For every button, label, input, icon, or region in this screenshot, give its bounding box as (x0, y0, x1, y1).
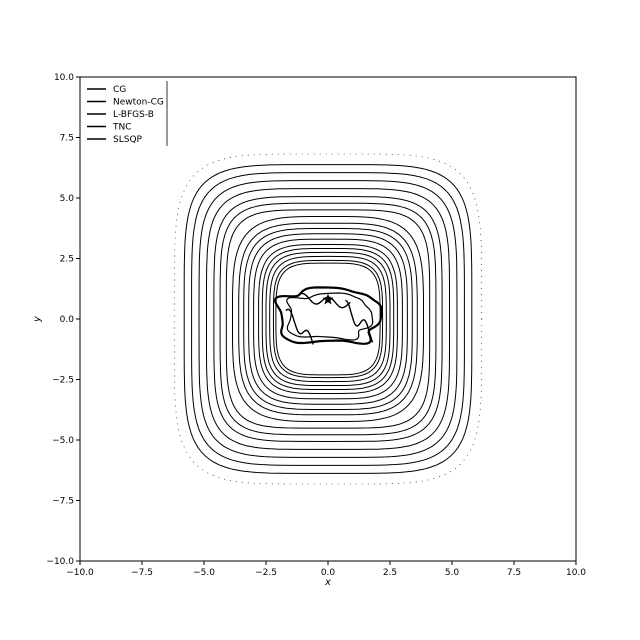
x-tick-label: −10.0 (66, 568, 94, 578)
y-tick-label: 2.5 (60, 255, 74, 265)
y-tick-label: −7.5 (52, 497, 74, 507)
contour-line (206, 188, 450, 450)
y-tick-label: −2.5 (52, 376, 74, 386)
minimum-marker-group (322, 293, 334, 305)
contour-line (191, 172, 465, 466)
legend-label: TNC (112, 123, 132, 133)
inner-contour-region (273, 286, 383, 345)
plot-background (80, 77, 576, 561)
legend: CG Newton-CG L-BFGS-B TNC SLSQP (87, 81, 168, 146)
contour-line (261, 248, 395, 390)
x-tick-label: −5.0 (193, 568, 215, 578)
contour-line (219, 202, 437, 436)
inner-contour (273, 286, 383, 345)
x-tick-label: −7.5 (131, 568, 153, 578)
y-tick-label: −10.0 (46, 557, 74, 567)
contour-line (265, 251, 391, 386)
contour-line (258, 244, 398, 394)
inner-contour (285, 308, 314, 345)
contour-line (213, 195, 443, 443)
x-axis-label: x (324, 577, 331, 588)
y-tick-label: 5.0 (60, 194, 75, 204)
x-tick-label: 0.0 (321, 568, 336, 578)
x-tick-label: −2.5 (255, 568, 277, 578)
contour-line (248, 233, 408, 405)
contour-line (238, 222, 418, 416)
y-axis-ticks: −10.0 −7.5 −5.0 −2.5 0.0 2.5 5.0 7.5 10.0 (46, 73, 80, 567)
contour-line (269, 255, 387, 383)
x-axis-ticks: −10.0 −7.5 −5.0 −2.5 0.0 2.5 5.0 7.5 10.0 (66, 561, 586, 578)
y-axis-label: y (32, 315, 43, 323)
inner-contour (345, 299, 374, 343)
contour-line (243, 228, 413, 410)
contour-line (232, 216, 424, 422)
legend-label: L-BFGS-B (113, 110, 154, 120)
y-tick-label: 10.0 (54, 73, 74, 83)
y-tick-label: 0.0 (60, 315, 75, 325)
contour-line (275, 262, 381, 376)
minimum-star-marker (322, 293, 334, 305)
legend-label: SLSQP (113, 135, 143, 145)
x-tick-label: 5.0 (445, 568, 460, 578)
contour-line (183, 164, 473, 474)
contour-line (198, 180, 458, 458)
x-tick-label: 10.0 (566, 568, 586, 578)
inner-contour (286, 292, 374, 341)
legend-label: Newton-CG (113, 98, 164, 108)
contour-lines (173, 153, 483, 485)
contour-line (253, 238, 403, 400)
x-tick-label: 7.5 (507, 568, 521, 578)
y-tick-label: −5.0 (52, 436, 74, 446)
y-tick-label: 7.5 (60, 134, 74, 144)
contour-line (272, 259, 384, 379)
contour-line (225, 209, 431, 429)
legend-label: CG (113, 85, 126, 95)
x-tick-label: 2.5 (383, 568, 397, 578)
